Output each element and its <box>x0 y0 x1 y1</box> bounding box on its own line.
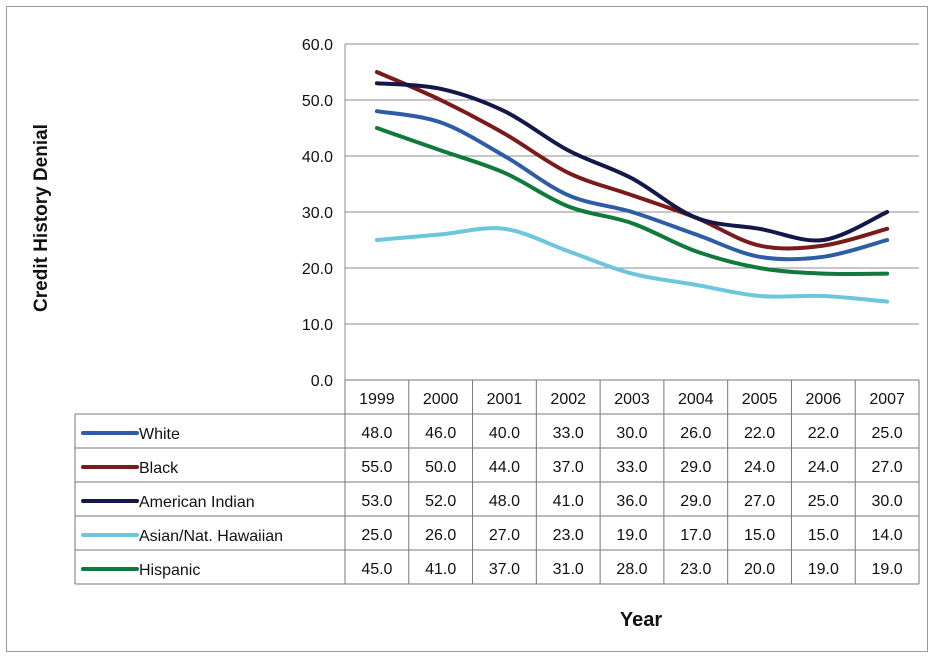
data-label: 29.0 <box>680 459 711 476</box>
x-category-label: 2004 <box>678 391 714 408</box>
data-label: 40.0 <box>489 425 520 442</box>
data-label: 50.0 <box>425 459 456 476</box>
y-tick-label: 0.0 <box>311 373 333 390</box>
series-line-black <box>374 70 890 251</box>
data-label: 29.0 <box>680 493 711 510</box>
series-line-white <box>374 109 890 262</box>
data-label: 15.0 <box>808 527 839 544</box>
y-tick-label: 20.0 <box>302 261 333 278</box>
data-label: 36.0 <box>616 493 647 510</box>
series-line-asian-nat-hawaiian <box>374 226 890 304</box>
data-label: 46.0 <box>425 425 456 442</box>
data-label: 33.0 <box>553 425 584 442</box>
data-label: 30.0 <box>616 425 647 442</box>
data-label: 15.0 <box>744 527 775 544</box>
x-category-label: 2000 <box>423 391 459 408</box>
x-axis-label: Year <box>620 609 662 631</box>
legend-label: Black <box>139 460 179 477</box>
data-label: 25.0 <box>872 425 903 442</box>
data-label: 24.0 <box>744 459 775 476</box>
data-label: 26.0 <box>425 527 456 544</box>
data-label: 17.0 <box>680 527 711 544</box>
data-label: 41.0 <box>553 493 584 510</box>
data-label: 23.0 <box>553 527 584 544</box>
data-label: 28.0 <box>616 561 647 578</box>
data-label: 26.0 <box>680 425 711 442</box>
data-label: 19.0 <box>808 561 839 578</box>
data-label: 41.0 <box>425 561 456 578</box>
data-label: 48.0 <box>489 493 520 510</box>
series-line-american-indian <box>374 81 890 243</box>
legend-label: Hispanic <box>139 562 200 579</box>
legend-label: Asian/Nat. Hawaiian <box>139 528 283 545</box>
x-category-label: 2002 <box>550 391 586 408</box>
y-axis-label: Credit History Denial <box>31 124 52 312</box>
data-label: 31.0 <box>553 561 584 578</box>
x-category-label: 2005 <box>742 391 778 408</box>
data-label: 48.0 <box>361 425 392 442</box>
data-label: 45.0 <box>361 561 392 578</box>
data-label: 19.0 <box>616 527 647 544</box>
series-line-hispanic <box>374 126 890 277</box>
data-label: 22.0 <box>808 425 839 442</box>
data-label: 53.0 <box>361 493 392 510</box>
data-label: 19.0 <box>872 561 903 578</box>
data-label: 37.0 <box>489 561 520 578</box>
data-label: 25.0 <box>808 493 839 510</box>
x-category-label: 2001 <box>487 391 523 408</box>
data-label: 23.0 <box>680 561 711 578</box>
y-tick-label: 10.0 <box>302 317 333 334</box>
data-label: 20.0 <box>744 561 775 578</box>
data-label: 25.0 <box>361 527 392 544</box>
x-category-label: 2007 <box>869 391 905 408</box>
data-label: 52.0 <box>425 493 456 510</box>
data-label: 37.0 <box>553 459 584 476</box>
legend-label: White <box>139 426 180 443</box>
data-label: 30.0 <box>872 493 903 510</box>
line-chart: 0.0 10.0 20.0 30.0 40.0 50.0 60.0 1999 2000 2001… <box>31 37 920 631</box>
data-label: 27.0 <box>872 459 903 476</box>
x-category-label: 2003 <box>614 391 650 408</box>
data-label: 55.0 <box>361 459 392 476</box>
x-category-label: 2006 <box>806 391 842 408</box>
y-tick-label: 30.0 <box>302 205 333 222</box>
data-label: 22.0 <box>744 425 775 442</box>
data-label: 44.0 <box>489 459 520 476</box>
data-table: 1999 2000 2001 2002 2003 2004 2005 2006 2007 Whit… <box>74 379 920 585</box>
data-label: 27.0 <box>744 493 775 510</box>
data-label: 27.0 <box>489 527 520 544</box>
chart-frame: 0.0 10.0 20.0 30.0 40.0 50.0 60.0 1999 2000 2001… <box>6 6 928 652</box>
y-tick-label: 40.0 <box>302 149 333 166</box>
y-tick-label: 50.0 <box>302 93 333 110</box>
y-tick-label: 60.0 <box>302 37 333 54</box>
legend-label: American Indian <box>139 494 255 511</box>
data-label: 24.0 <box>808 459 839 476</box>
y-axis-ticks: 0.0 10.0 20.0 30.0 40.0 50.0 60.0 <box>302 37 333 390</box>
x-category-label: 1999 <box>359 391 395 408</box>
data-label: 14.0 <box>872 527 903 544</box>
series-lines <box>374 70 890 304</box>
data-label: 33.0 <box>616 459 647 476</box>
